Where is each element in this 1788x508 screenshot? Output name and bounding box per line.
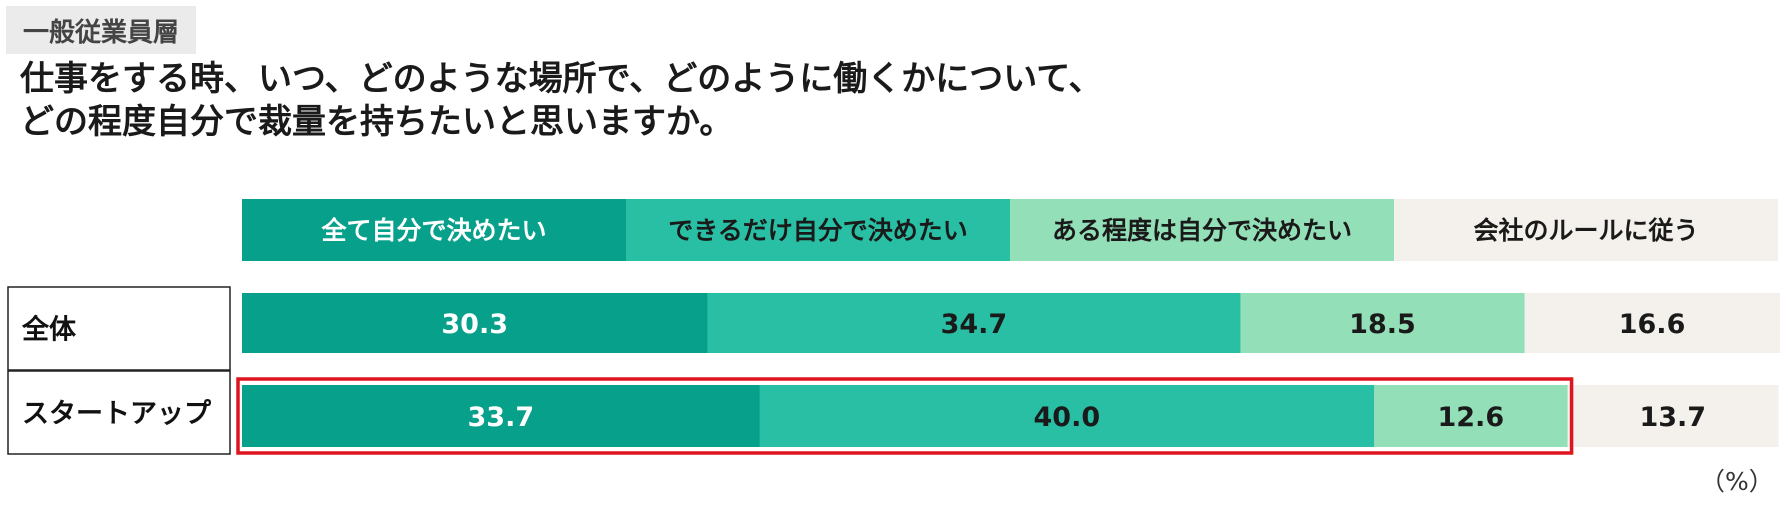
bar-segment-r2-s1 xyxy=(242,385,761,447)
data-label-r1-s2: 34.7 xyxy=(941,309,1008,340)
category-label-2: スタートアップ xyxy=(22,399,212,430)
category-label-1: 全体 xyxy=(21,314,77,346)
data-label-r1-s1: 30.3 xyxy=(441,309,508,340)
bar-segment-r1-s1 xyxy=(242,293,708,353)
legend-swatch-4 xyxy=(1394,199,1778,261)
bar-segment-r2-s2 xyxy=(759,385,1375,447)
unit-label: （%） xyxy=(1700,467,1774,496)
category-box-1 xyxy=(7,286,231,371)
data-label-r2-s4: 13.7 xyxy=(1639,402,1706,433)
data-label-r1-s3: 18.5 xyxy=(1349,309,1416,340)
legend-label-4: 会社のルールに従う xyxy=(1473,216,1698,245)
bar-segment-r1-s3 xyxy=(1240,293,1526,353)
data-label-r2-s3: 12.6 xyxy=(1437,402,1504,433)
data-label-r2-s2: 40.0 xyxy=(1034,402,1101,433)
bar-segment-r2-s3 xyxy=(1374,385,1569,447)
bar-segment-r1-s4 xyxy=(1524,293,1781,353)
bar-segment-r1-s2 xyxy=(707,293,1241,353)
legend-swatch-1 xyxy=(242,199,626,261)
legend-label-3: ある程度は自分で決めたい xyxy=(1052,216,1352,245)
segment-tag: 一般従業員層 xyxy=(6,6,196,54)
data-label-r1-s4: 16.6 xyxy=(1619,309,1686,340)
legend-label-1: 全て自分で決めたい xyxy=(320,216,546,245)
bar-segment-r2-s4 xyxy=(1567,385,1779,447)
question-text: 仕事をする時、いつ、どのような場所で、どのように働くかについて、 どの程度自分で… xyxy=(20,58,1760,144)
question-line-1: 仕事をする時、いつ、どのような場所で、どのように働くかについて、 xyxy=(20,59,1103,99)
highlight-frame xyxy=(236,377,1574,455)
legend-swatch-2 xyxy=(626,199,1010,261)
question-line-2: どの程度自分で裁量を持ちたいと思いますか。 xyxy=(20,102,734,142)
legend-label-2: できるだけ自分で決めたい xyxy=(668,216,968,245)
category-box-2 xyxy=(7,370,231,455)
data-label-r2-s1: 33.7 xyxy=(468,402,535,433)
legend-swatch-3 xyxy=(1010,199,1394,261)
